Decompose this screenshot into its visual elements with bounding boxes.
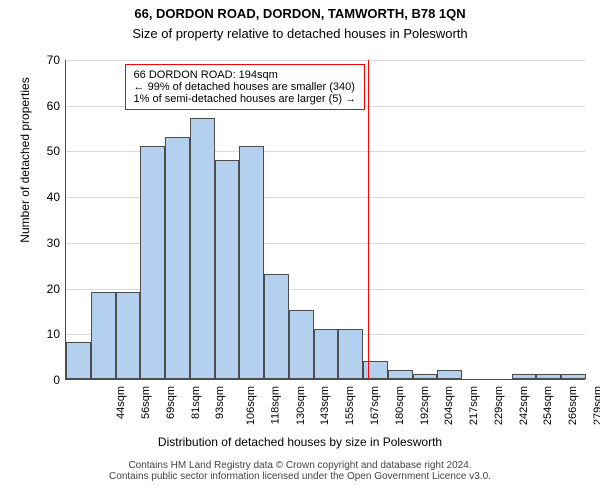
x-tick-label: 130sqm <box>295 386 307 425</box>
marker-line <box>368 60 369 379</box>
histogram-bar <box>536 374 561 379</box>
histogram-bar <box>165 137 190 379</box>
y-axis-label: Number of detached properties <box>18 0 32 320</box>
y-tick-label: 60 <box>47 99 66 113</box>
histogram-bar <box>314 329 339 379</box>
histogram-bar <box>239 146 264 379</box>
plot-area: 01020304050607044sqm56sqm69sqm81sqm93sqm… <box>65 60 585 380</box>
marker-callout: 66 DORDON ROAD: 194sqm← 99% of detached … <box>125 64 366 110</box>
histogram-bar <box>413 374 438 379</box>
callout-line1: 66 DORDON ROAD: 194sqm <box>134 69 357 81</box>
x-tick-label: 69sqm <box>165 386 177 419</box>
histogram-bar <box>338 329 363 379</box>
histogram-bar <box>289 310 314 379</box>
x-tick-label: 56sqm <box>140 386 152 419</box>
x-tick-label: 180sqm <box>394 386 406 425</box>
x-tick-label: 217sqm <box>468 386 480 425</box>
y-tick-label: 0 <box>53 373 66 387</box>
attribution: Contains HM Land Registry data © Crown c… <box>0 460 600 482</box>
histogram-bar <box>91 292 116 379</box>
histogram-bar <box>363 361 388 379</box>
x-tick-label: 279sqm <box>592 386 600 425</box>
histogram-bar <box>215 160 240 379</box>
x-tick-label: 167sqm <box>369 386 381 425</box>
histogram-bar <box>264 274 289 379</box>
x-tick-label: 143sqm <box>320 386 332 425</box>
histogram-bar <box>190 118 215 379</box>
x-axis-label: Distribution of detached houses by size … <box>0 435 600 449</box>
histogram-bar <box>561 374 586 379</box>
x-tick-label: 118sqm <box>269 386 281 424</box>
callout-line3: 1% of semi-detached houses are larger (5… <box>134 93 357 105</box>
histogram-bar <box>116 292 141 379</box>
attribution-line1: Contains HM Land Registry data © Crown c… <box>0 460 600 471</box>
y-tick-label: 20 <box>47 282 66 296</box>
x-tick-label: 93sqm <box>214 386 226 419</box>
y-tick-label: 70 <box>47 53 66 67</box>
x-tick-label: 81sqm <box>190 386 202 419</box>
x-tick-label: 155sqm <box>344 386 356 425</box>
attribution-line2: Contains public sector information licen… <box>0 471 600 482</box>
histogram-bar <box>437 370 462 379</box>
x-tick-label: 242sqm <box>518 386 530 425</box>
x-tick-label: 204sqm <box>443 386 455 425</box>
y-tick-label: 30 <box>47 236 66 250</box>
histogram-chart: 66, DORDON ROAD, DORDON, TAMWORTH, B78 1… <box>0 0 600 500</box>
y-tick-label: 10 <box>47 327 66 341</box>
histogram-bar <box>66 342 91 379</box>
x-tick-label: 229sqm <box>493 386 505 425</box>
chart-title-address: 66, DORDON ROAD, DORDON, TAMWORTH, B78 1… <box>0 6 600 21</box>
histogram-bar <box>388 370 413 379</box>
x-tick-label: 44sqm <box>115 386 127 419</box>
x-tick-label: 192sqm <box>419 386 431 425</box>
x-tick-label: 266sqm <box>567 386 579 425</box>
callout-line2: ← 99% of detached houses are smaller (34… <box>134 81 357 93</box>
histogram-bar <box>512 374 537 379</box>
x-tick-label: 254sqm <box>542 386 554 425</box>
grid-line <box>66 60 585 61</box>
histogram-bar <box>140 146 165 379</box>
chart-subtitle: Size of property relative to detached ho… <box>0 26 600 41</box>
x-tick-label: 106sqm <box>245 386 257 425</box>
y-tick-label: 40 <box>47 190 66 204</box>
y-tick-label: 50 <box>47 144 66 158</box>
